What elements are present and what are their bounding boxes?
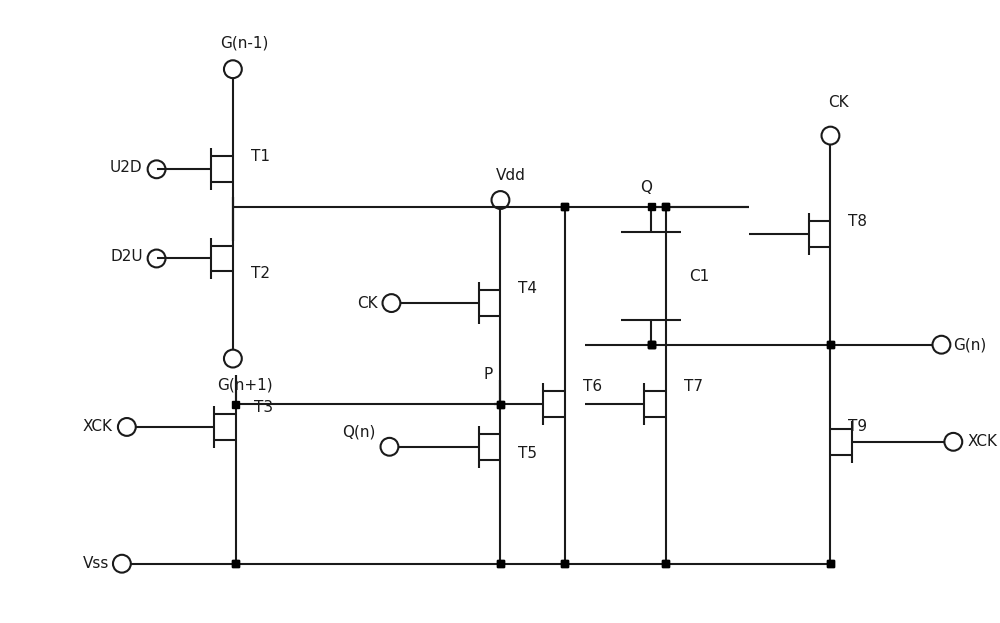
Bar [561,560,568,567]
Bar [648,341,655,348]
Bar [662,204,669,211]
Bar [827,560,834,567]
Text: T7: T7 [684,379,703,394]
Text: G(n+1): G(n+1) [217,378,273,393]
Text: G(n-1): G(n-1) [221,36,269,51]
Text: T8: T8 [848,214,867,229]
Bar [497,560,504,567]
Text: U2D: U2D [110,160,143,175]
Text: XCK: XCK [83,419,113,434]
Bar [497,560,504,567]
Bar [232,560,239,567]
Text: Vss: Vss [83,556,109,571]
Text: CK: CK [357,295,378,311]
Text: T6: T6 [583,379,602,394]
Text: CK: CK [828,95,849,110]
Text: XCK: XCK [967,434,997,449]
Bar [827,341,834,348]
Text: T5: T5 [518,446,537,461]
Bar [827,560,834,567]
Bar [497,401,504,407]
Bar [232,401,239,407]
Bar [648,341,655,348]
Text: T1: T1 [251,149,270,164]
Bar [648,341,655,348]
Text: T2: T2 [251,266,270,281]
Bar [232,560,239,567]
Text: Q(n): Q(n) [342,424,376,439]
Bar [662,560,669,567]
Bar [648,204,655,211]
Bar [827,341,834,348]
Text: Q: Q [640,179,652,194]
Bar [497,401,504,407]
Bar [662,560,669,567]
Bar [561,204,568,211]
Bar [561,560,568,567]
Text: G(n): G(n) [953,337,987,352]
Bar [561,204,568,211]
Text: T9: T9 [848,419,867,434]
Text: T4: T4 [518,281,537,296]
Text: D2U: D2U [110,249,143,264]
Text: T3: T3 [254,399,273,415]
Text: Vdd: Vdd [495,168,525,183]
Bar [662,204,669,211]
Text: C1: C1 [689,269,709,284]
Text: P: P [483,368,493,383]
